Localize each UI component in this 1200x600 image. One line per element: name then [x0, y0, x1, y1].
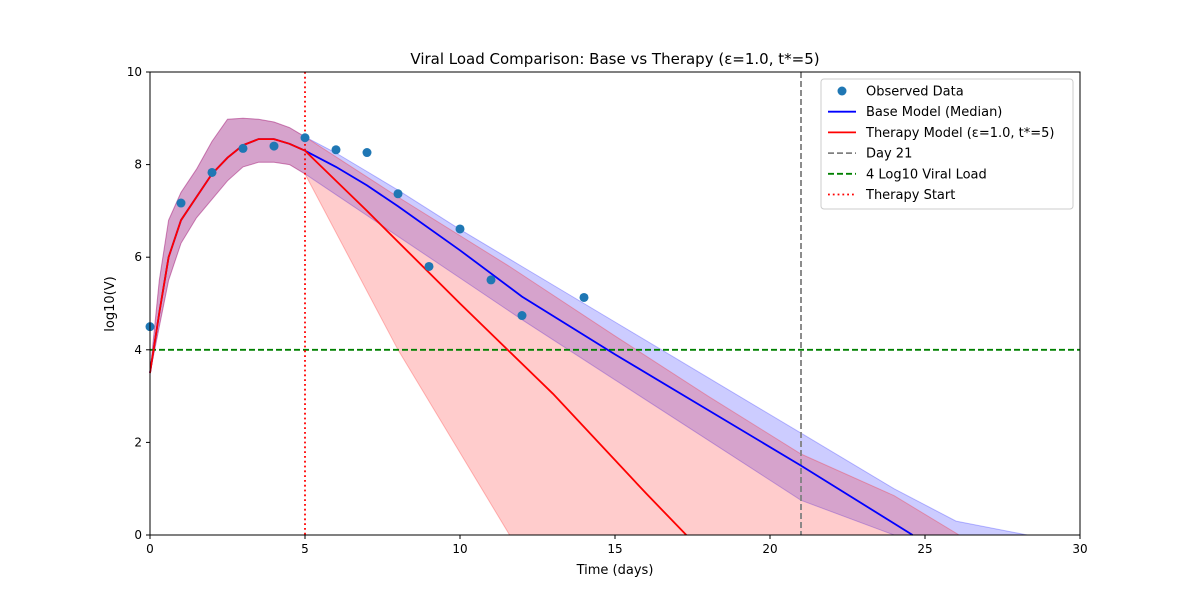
observed-point — [176, 198, 186, 208]
x-tick-label: 10 — [452, 542, 467, 556]
x-tick-label: 30 — [1072, 542, 1087, 556]
y-tick-label: 0 — [134, 528, 142, 542]
legend-label: Day 21 — [866, 147, 912, 162]
x-axis-label: Time (days) — [576, 563, 654, 578]
x-tick-label: 15 — [607, 542, 622, 556]
observed-point — [238, 143, 248, 153]
y-tick-label: 2 — [134, 435, 142, 449]
chart-title: Viral Load Comparison: Base vs Therapy (… — [410, 50, 819, 68]
observed-point — [486, 275, 496, 285]
observed-point — [300, 133, 310, 143]
y-tick-label: 4 — [134, 343, 142, 357]
y-tick-label: 6 — [134, 250, 142, 264]
observed-point — [393, 189, 403, 199]
y-axis-label: log10(V) — [103, 276, 118, 331]
legend-label: Base Model (Median) — [866, 105, 1002, 120]
x-tick-label: 0 — [146, 542, 154, 556]
legend-swatch-marker — [837, 86, 847, 96]
observed-point — [579, 292, 589, 302]
therapy-model-line — [149, 138, 687, 536]
model-lines — [149, 138, 914, 536]
x-tick-label: 5 — [301, 542, 309, 556]
observed-point — [269, 141, 279, 151]
legend-label: 4 Log10 Viral Load — [866, 167, 987, 182]
observed-point — [424, 261, 434, 271]
observed-point — [455, 224, 465, 234]
legend: Observed Data Base Model (Median) Therapy … — [820, 78, 1074, 210]
legend-box — [820, 78, 1074, 210]
y-tick-label: 8 — [134, 158, 142, 172]
legend-label: Therapy Model (ε=1.0, t*=5) — [865, 126, 1055, 141]
observed-point — [517, 311, 527, 321]
x-tick-label: 25 — [917, 542, 932, 556]
x-axis-ticks: 0 5 10 15 20 25 30 — [146, 535, 1088, 556]
y-tick-label: 10 — [127, 65, 142, 79]
observed-points — [145, 133, 589, 332]
x-tick-label: 20 — [762, 542, 777, 556]
observed-point — [362, 148, 372, 158]
y-axis-ticks: 0 2 4 6 8 10 — [127, 65, 150, 542]
legend-label: Therapy Start — [865, 188, 955, 203]
observed-point — [331, 145, 341, 155]
reference-lines — [150, 72, 1080, 535]
observed-point — [207, 167, 217, 177]
legend-label: Observed Data — [866, 85, 964, 100]
